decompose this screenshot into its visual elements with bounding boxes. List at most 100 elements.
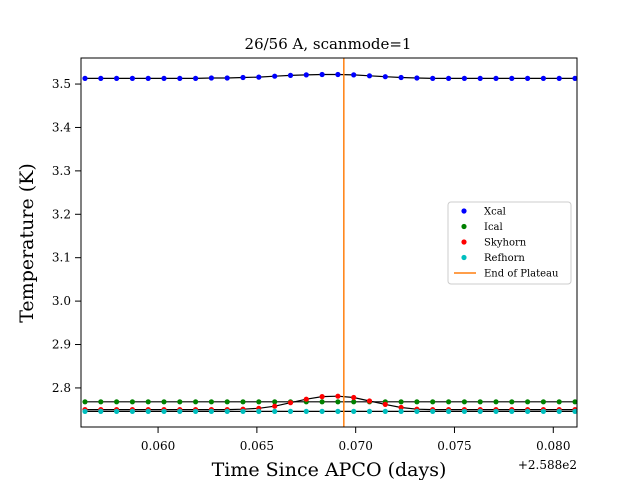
legend-label-end-of-plateau: End of Plateau [484, 269, 559, 280]
data-point-skyhorn [398, 404, 404, 411]
data-point-xcal [256, 74, 262, 80]
data-point-xcal [82, 75, 88, 81]
legend-label-xcal: Xcal [484, 207, 506, 218]
data-point-ical [351, 399, 357, 405]
data-point-xcal [240, 74, 246, 81]
legend-box [447, 201, 572, 285]
data-point-ical [446, 399, 452, 405]
data-point-xcal [303, 72, 309, 78]
x-tick-label: 0.060 [141, 439, 175, 453]
data-point-ical [430, 399, 436, 405]
data-point-refhorn [540, 408, 547, 414]
data-point-refhorn [240, 408, 246, 414]
data-point-skyhorn [319, 394, 325, 400]
data-point-xcal [398, 74, 404, 81]
data-point-ical [129, 399, 135, 405]
y-tick-label: 3.2 [52, 207, 71, 221]
data-point-ical [335, 399, 341, 405]
data-point-ical [98, 399, 104, 405]
x-tick-label: 0.080 [536, 439, 570, 453]
data-point-refhorn [82, 408, 88, 414]
data-point-refhorn [398, 408, 404, 414]
y-tick-label: 3.1 [52, 251, 71, 265]
x-tick-label: 0.065 [240, 439, 274, 453]
data-point-refhorn [446, 408, 452, 414]
legend: Xcal Ical Skyhorn Refhorn End of Plateau [447, 201, 572, 285]
data-point-xcal [208, 75, 214, 81]
data-point-refhorn [287, 408, 294, 414]
data-point-ical [82, 399, 88, 405]
data-point-xcal [129, 75, 135, 81]
data-point-ical [509, 399, 515, 405]
data-point-xcal [319, 71, 325, 78]
data-point-xcal [414, 75, 420, 81]
series-line-skyhorn [85, 395, 575, 411]
data-point-xcal [366, 73, 373, 79]
data-point-refhorn [145, 408, 151, 414]
data-point-refhorn [477, 408, 483, 414]
data-point-xcal [351, 72, 357, 78]
data-point-refhorn [414, 408, 420, 414]
x-axis: 0.060 0.065 0.070 0.075 0.080 [141, 427, 570, 453]
data-point-refhorn [430, 408, 436, 414]
data-point-ical [556, 399, 562, 405]
data-point-xcal [540, 75, 547, 81]
data-point-refhorn [177, 408, 183, 414]
legend-label-ical: Ical [484, 222, 503, 233]
data-point-refhorn [351, 408, 357, 414]
y-axis: 2.8 2.9 3.0 3.1 3.2 3.3 3.4 3.5 [52, 77, 81, 395]
y-axis-title: Temperature (K) [16, 163, 38, 323]
data-point-ical [493, 399, 499, 405]
data-point-refhorn [161, 408, 167, 414]
data-point-refhorn [335, 408, 341, 414]
data-point-refhorn [256, 408, 262, 414]
x-axis-title: Time Since APCO (days) [212, 459, 447, 480]
data-point-ical [398, 399, 404, 405]
data-point-skyhorn [272, 403, 278, 409]
data-point-ical [161, 399, 167, 405]
data-point-ical [540, 399, 547, 405]
plot-area [82, 58, 578, 427]
data-point-ical [224, 399, 230, 405]
legend-label-refhorn: Refhorn [484, 253, 525, 264]
data-point-xcal [446, 75, 452, 81]
data-point-xcal [509, 75, 515, 81]
data-point-ical [477, 399, 483, 405]
x-tick-label: 0.075 [437, 439, 471, 453]
legend-marker-ical [461, 223, 467, 230]
data-point-xcal [335, 71, 341, 78]
data-point-xcal [287, 72, 294, 78]
y-tick-label: 3.4 [52, 120, 71, 134]
plot-frame [80, 57, 578, 428]
data-point-refhorn [208, 408, 214, 414]
data-point-xcal [177, 75, 183, 81]
data-point-ical [525, 399, 531, 405]
data-point-xcal [145, 75, 151, 81]
x-offset-label: +2.588e2 [518, 458, 577, 472]
data-point-skyhorn [303, 396, 309, 402]
data-point-ical [145, 399, 151, 405]
data-point-xcal [493, 75, 499, 81]
data-point-refhorn [272, 408, 278, 414]
legend-label-skyhorn: Skyhorn [484, 238, 527, 249]
y-tick-label: 2.9 [52, 338, 71, 352]
data-point-skyhorn [351, 394, 357, 401]
data-point-skyhorn [382, 401, 388, 407]
data-point-ical [208, 399, 214, 405]
data-point-refhorn [525, 408, 531, 414]
data-point-xcal [430, 75, 436, 81]
data-point-ical [572, 399, 578, 405]
chart-title: 26/56 A, scanmode=1 [245, 35, 412, 53]
y-tick-label: 3.3 [52, 164, 71, 178]
data-point-refhorn [509, 408, 515, 414]
data-point-refhorn [366, 408, 373, 414]
y-tick-label: 2.8 [52, 381, 71, 395]
data-point-skyhorn [366, 398, 373, 404]
data-point-ical [256, 399, 262, 405]
data-point-xcal [525, 75, 531, 81]
data-point-xcal [477, 75, 483, 81]
data-point-refhorn [98, 408, 104, 414]
data-point-refhorn [572, 408, 578, 414]
data-point-refhorn [129, 408, 135, 414]
